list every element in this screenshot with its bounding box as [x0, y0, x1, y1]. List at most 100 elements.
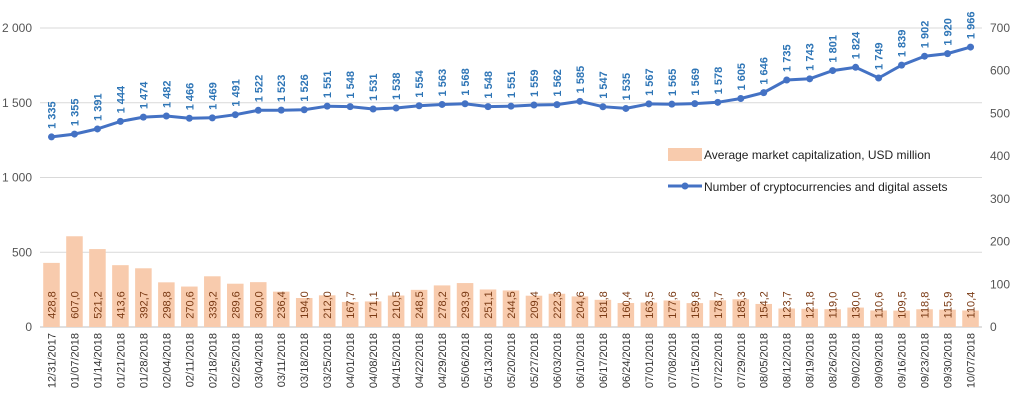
line-series — [47, 43, 975, 141]
bar-value-label: 428,8 — [46, 291, 58, 319]
line-point — [139, 113, 147, 121]
x-tick-label: 07/01/2018 — [644, 333, 656, 388]
line-point — [507, 102, 515, 110]
bar-value-label: 339,2 — [207, 291, 219, 319]
x-tick-label: 05/06/2018 — [460, 333, 472, 388]
bar-series — [43, 236, 979, 327]
line-value-label: 1 801 — [828, 35, 840, 63]
bar — [43, 262, 60, 327]
bar — [341, 301, 359, 327]
bar-value-label: 210,5 — [391, 291, 403, 319]
line-point — [921, 52, 929, 60]
legend-label-line: Number of cryptocurrencies and digital a… — [704, 180, 947, 194]
bar-value-label: 392,7 — [138, 291, 150, 319]
line-value-label: 1 966 — [966, 12, 978, 40]
bar-value-label: 300,0 — [253, 291, 265, 319]
bar — [847, 307, 864, 327]
line-value-label: 1 585 — [575, 66, 587, 94]
x-tick-label: 09/16/2018 — [897, 333, 909, 388]
bar-value-label: 607,0 — [69, 291, 81, 319]
x-tick-label: 01/28/2018 — [138, 333, 150, 388]
bar-value-label: 209,4 — [529, 291, 541, 319]
bar-value-label: 154,2 — [759, 291, 771, 319]
bar-value-label: 222,3 — [552, 291, 564, 319]
line-value-label: 1 824 — [851, 31, 863, 59]
line-value-label: 1 548 — [345, 71, 357, 99]
bar-value-label: 194,0 — [299, 291, 311, 319]
bar-value-label: 109,5 — [897, 291, 909, 319]
line-value-label: 1 522 — [253, 75, 265, 103]
line-value-label: 1 920 — [943, 18, 955, 46]
bar — [548, 293, 566, 327]
bar — [640, 302, 658, 327]
x-tick-label: 03/11/2018 — [276, 333, 288, 387]
right-tick-label: 300 — [990, 192, 1010, 206]
right-axis: 0 100 200 300 400 500 600 700 — [990, 21, 1010, 334]
x-tick-label: 09/02/2018 — [851, 333, 863, 388]
line-value-label: 1 526 — [299, 74, 311, 102]
x-tick-label: 07/22/2018 — [713, 333, 725, 388]
line-value-label: 1 568 — [460, 68, 472, 96]
bar — [410, 289, 428, 327]
x-tick-label: 01/21/2018 — [115, 333, 127, 388]
bar-value-label: 185,3 — [736, 291, 748, 319]
x-tick-label: 01/07/2018 — [69, 333, 81, 388]
line-value-label: 1 565 — [667, 69, 679, 97]
bar — [456, 283, 474, 327]
x-tick-label: 02/18/2018 — [207, 333, 219, 388]
x-tick-label: 10/07/2018 — [966, 333, 978, 388]
line-value-label: 1 562 — [552, 69, 564, 97]
line-value-label: 1 749 — [874, 42, 886, 70]
bar — [249, 282, 267, 327]
x-axis: 12/31/2017 01/07/2018 01/14/2018 01/21/2018… — [46, 333, 977, 388]
line-value-label: 1 355 — [69, 99, 81, 127]
bar-value-label: 521,2 — [92, 291, 104, 319]
legend-swatch-marker — [681, 182, 689, 190]
line-point — [461, 100, 469, 108]
line-value-label: 1 605 — [736, 63, 748, 91]
bar-value-label: 178,7 — [713, 291, 725, 319]
right-tick-label: 500 — [990, 106, 1010, 120]
bar — [135, 268, 152, 327]
line-point — [576, 97, 584, 105]
bar — [204, 276, 221, 327]
x-tick-label: 08/19/2018 — [805, 333, 817, 388]
bar-value-label: 289,6 — [230, 291, 242, 319]
bar — [227, 283, 244, 327]
bar — [801, 308, 818, 327]
x-tick-label: 09/09/2018 — [874, 333, 886, 388]
line-value-label: 1 523 — [276, 75, 288, 103]
x-tick-label: 04/29/2018 — [437, 333, 449, 388]
line-point — [369, 105, 377, 113]
right-tick-label: 700 — [990, 21, 1010, 35]
x-tick-label: 08/26/2018 — [828, 333, 840, 388]
line-value-label: 1 559 — [529, 69, 541, 97]
line-value-label: 1 391 — [92, 93, 104, 121]
line-point — [829, 67, 837, 75]
line-value-label: 1 444 — [115, 85, 127, 113]
line-point — [277, 106, 285, 114]
x-tick-label: 06/17/2018 — [598, 333, 610, 388]
line-value-label: 1 535 — [621, 73, 633, 101]
x-tick-label: 07/29/2018 — [736, 333, 748, 388]
line-point — [737, 94, 745, 102]
x-tick-label: 08/12/2018 — [782, 333, 794, 388]
x-tick-label: 05/20/2018 — [506, 333, 518, 388]
line-point — [70, 130, 78, 138]
bar — [571, 296, 589, 327]
line-point — [47, 133, 55, 141]
bar — [709, 300, 727, 327]
x-tick-label: 09/30/2018 — [943, 333, 955, 388]
bar — [916, 309, 933, 327]
line-point — [622, 104, 630, 112]
left-tick-label: 1 500 — [2, 96, 32, 110]
x-tick-label: 04/15/2018 — [391, 333, 403, 388]
x-tick-label: 02/04/2018 — [161, 333, 173, 388]
line-value-label: 1 567 — [644, 68, 656, 96]
line-value-label: 1 646 — [759, 57, 771, 85]
line-point — [484, 103, 492, 111]
line-point — [231, 111, 239, 119]
line-point — [346, 103, 354, 111]
bar-value-label: 121,8 — [805, 291, 817, 319]
